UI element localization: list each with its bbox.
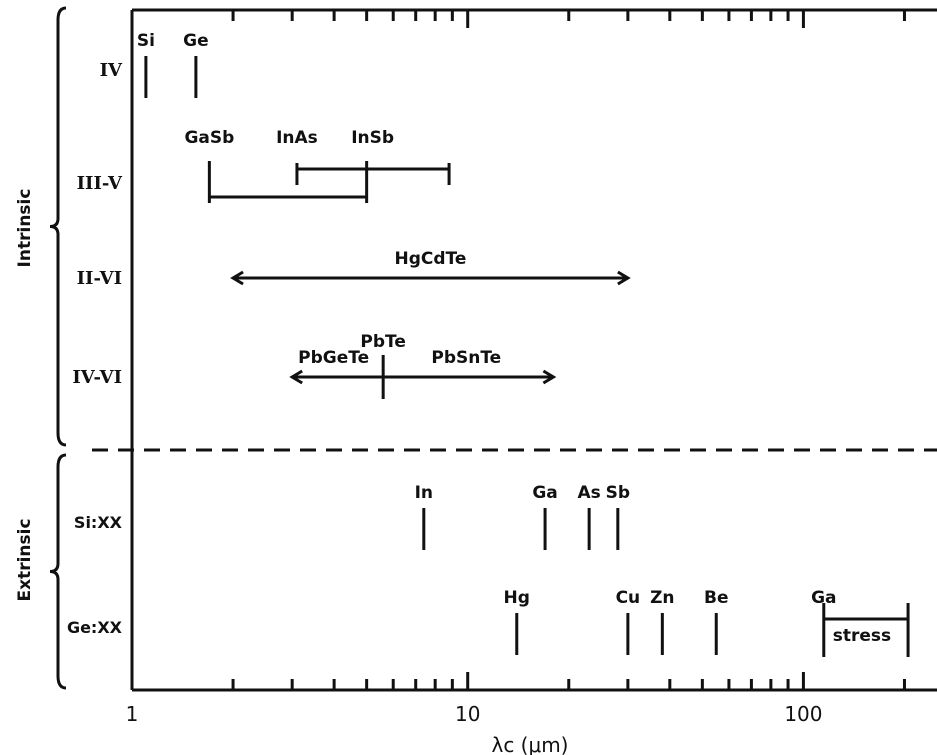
arrowhead xyxy=(617,270,631,286)
range-label: Ga xyxy=(811,588,836,608)
row-label: Ge:XX xyxy=(67,618,123,637)
extrinsic-brace xyxy=(49,453,67,690)
chart-marks: Si Ge PbTe In Ga As Sb Hg Cu Zn Be GaSb InAs InSb HgCd… xyxy=(137,31,910,657)
x-axis: 1 10 100 λc (μm) xyxy=(126,10,906,755)
x-axis-title: λc (μm) xyxy=(491,733,568,755)
range-label: PbGeTe xyxy=(298,348,369,368)
marker-label: PbTe xyxy=(360,332,406,352)
marker-label: Ga xyxy=(532,483,557,503)
marker-label: As xyxy=(577,483,600,503)
marker-label: In xyxy=(415,483,433,503)
arrowhead xyxy=(230,270,244,286)
marker-label: Sb xyxy=(606,483,630,503)
row-label: III-V xyxy=(77,173,123,194)
marker-label: Hg xyxy=(504,588,530,608)
group-label: Extrinsic xyxy=(15,518,35,601)
intrinsic-brace xyxy=(49,6,67,447)
arrowhead xyxy=(289,369,303,385)
x-tick-label: 10 xyxy=(455,702,480,726)
marker-label: Be xyxy=(704,588,729,608)
marker-label: Zn xyxy=(650,588,674,608)
range-label: PbSnTe xyxy=(431,348,501,368)
range-label: HgCdTe xyxy=(395,249,467,269)
x-tick-label: 100 xyxy=(784,702,822,726)
range-note: stress xyxy=(833,626,891,646)
x-tick-label: 1 xyxy=(126,702,139,726)
marker-label: Si xyxy=(137,31,155,51)
arrowhead xyxy=(542,369,557,385)
marker-label: Ge xyxy=(183,31,208,51)
row-label: Si:XX xyxy=(74,513,123,532)
group-brackets: Intrinsic Extrinsic xyxy=(15,6,67,690)
row-label: IV xyxy=(100,60,123,81)
row-labels: IV III-V II-VI IV-VI Si:XX Ge:XX xyxy=(67,60,123,637)
range-label: InSb xyxy=(351,128,394,148)
range-label: GaSb xyxy=(184,128,234,148)
row-label: II-VI xyxy=(77,268,122,289)
row-label: IV-VI xyxy=(72,367,122,388)
group-label: Intrinsic xyxy=(15,189,35,268)
range-label: InAs xyxy=(276,128,318,148)
marker-label: Cu xyxy=(616,588,641,608)
